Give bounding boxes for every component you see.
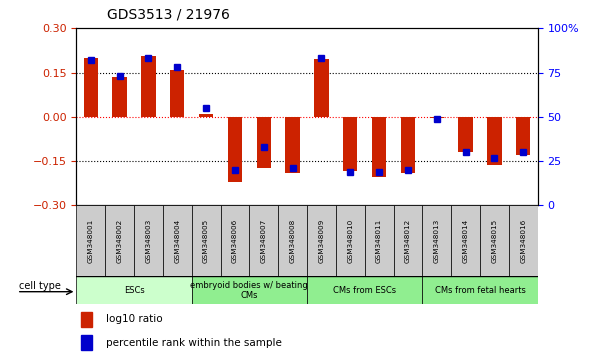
- Text: GSM348015: GSM348015: [491, 218, 497, 263]
- Bar: [76, 276, 192, 304]
- Text: embryoid bodies w/ beating
CMs: embryoid bodies w/ beating CMs: [191, 281, 308, 300]
- Bar: [451, 205, 480, 276]
- Bar: [458, 117, 473, 152]
- Text: log10 ratio: log10 ratio: [106, 314, 163, 324]
- Bar: [480, 205, 509, 276]
- Bar: [199, 114, 213, 117]
- Bar: [105, 205, 134, 276]
- Bar: [134, 205, 163, 276]
- Bar: [422, 205, 451, 276]
- Text: GSM348016: GSM348016: [520, 218, 526, 263]
- Bar: [84, 58, 98, 117]
- Bar: [112, 77, 127, 117]
- Bar: [285, 117, 300, 173]
- Bar: [487, 117, 502, 166]
- Text: GSM348012: GSM348012: [405, 218, 411, 263]
- Bar: [81, 335, 92, 350]
- Bar: [228, 117, 242, 182]
- Bar: [516, 117, 530, 155]
- Text: GSM348002: GSM348002: [117, 218, 123, 263]
- Bar: [81, 312, 92, 327]
- Bar: [163, 205, 192, 276]
- Text: percentile rank within the sample: percentile rank within the sample: [106, 338, 282, 348]
- Bar: [278, 205, 307, 276]
- Text: GSM348003: GSM348003: [145, 218, 152, 263]
- Text: GSM348005: GSM348005: [203, 218, 209, 263]
- Bar: [365, 205, 393, 276]
- Bar: [170, 70, 185, 117]
- Bar: [192, 205, 221, 276]
- Bar: [372, 117, 386, 177]
- Text: CMs from fetal hearts: CMs from fetal hearts: [434, 286, 525, 295]
- Bar: [393, 205, 422, 276]
- Bar: [249, 205, 278, 276]
- Bar: [401, 117, 415, 173]
- Bar: [422, 276, 538, 304]
- Bar: [192, 276, 307, 304]
- Text: GSM348006: GSM348006: [232, 218, 238, 263]
- Text: CMs from ESCs: CMs from ESCs: [333, 286, 397, 295]
- Text: GDS3513 / 21976: GDS3513 / 21976: [107, 7, 230, 21]
- Bar: [257, 117, 271, 169]
- Text: GSM348010: GSM348010: [347, 218, 353, 263]
- Bar: [430, 117, 444, 118]
- Bar: [307, 276, 422, 304]
- Bar: [509, 205, 538, 276]
- Text: GSM348007: GSM348007: [261, 218, 267, 263]
- Text: GSM348013: GSM348013: [434, 218, 440, 263]
- Bar: [141, 56, 156, 117]
- Bar: [307, 205, 336, 276]
- Text: GSM348001: GSM348001: [88, 218, 94, 263]
- Text: cell type: cell type: [19, 281, 61, 291]
- Bar: [336, 205, 365, 276]
- Bar: [76, 205, 105, 276]
- Bar: [221, 205, 249, 276]
- Text: GSM348011: GSM348011: [376, 218, 382, 263]
- Text: GSM348009: GSM348009: [318, 218, 324, 263]
- Text: ESCs: ESCs: [123, 286, 144, 295]
- Text: GSM348004: GSM348004: [174, 218, 180, 263]
- Bar: [343, 117, 357, 171]
- Bar: [314, 59, 329, 117]
- Text: GSM348008: GSM348008: [290, 218, 296, 263]
- Text: GSM348014: GSM348014: [463, 218, 469, 263]
